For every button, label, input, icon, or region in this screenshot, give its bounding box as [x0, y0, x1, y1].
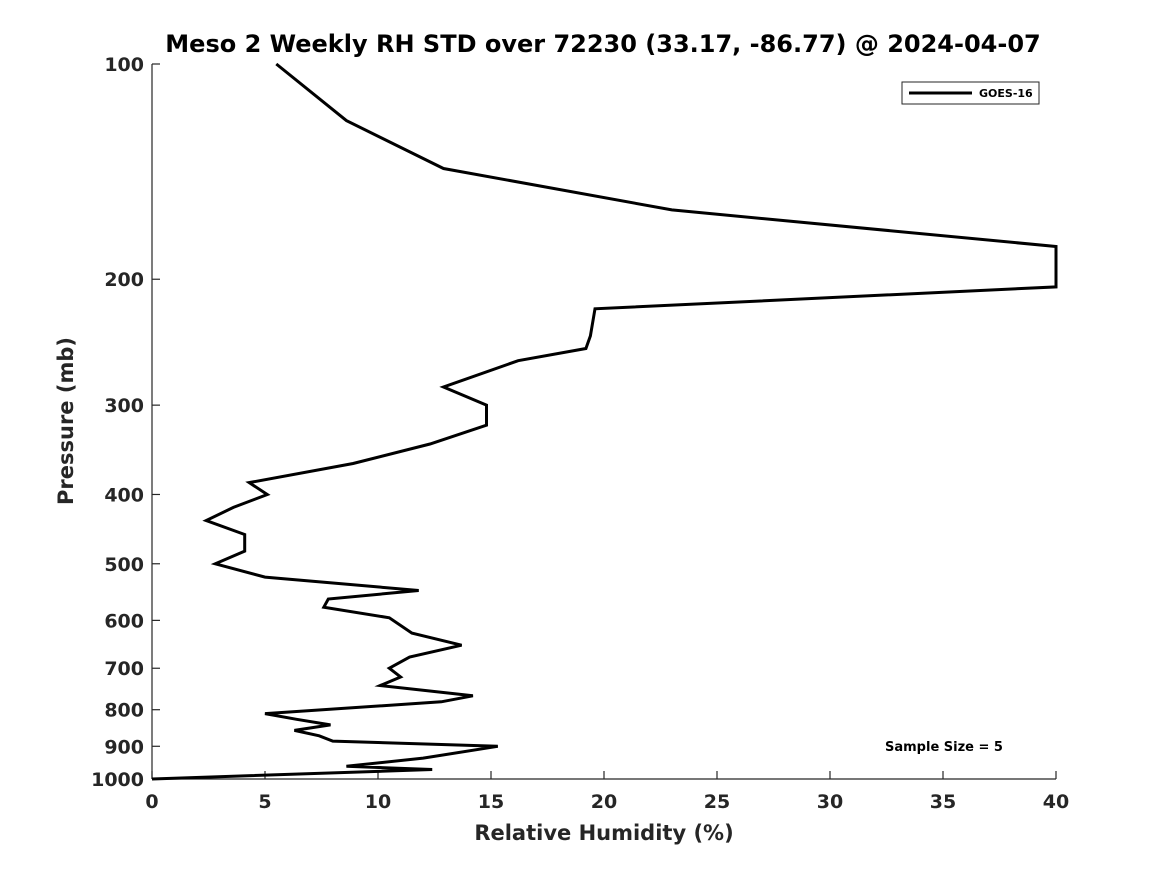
- x-tick-label: 25: [704, 791, 730, 813]
- y-tick-label: 200: [104, 269, 144, 291]
- chart-title: Meso 2 Weekly RH STD over 72230 (33.17, …: [165, 30, 1040, 58]
- x-tick-label: 30: [817, 791, 843, 813]
- y-tick-label: 900: [104, 736, 144, 758]
- legend: GOES-16: [901, 81, 1040, 105]
- x-tick-label: 20: [591, 791, 617, 813]
- y-ticks: 100 200 300 400 500 600 700 800 900 1000: [91, 54, 160, 791]
- x-tick-label: 35: [930, 791, 956, 813]
- axes: [151, 64, 1056, 780]
- series-layer: [151, 62, 1058, 781]
- y-tick-label: 100: [104, 54, 144, 76]
- x-tick-label: 10: [365, 791, 391, 813]
- y-axis-label: Pressure (mb): [54, 337, 78, 505]
- x-tick-label: 5: [258, 791, 271, 813]
- x-tick-label: 0: [145, 791, 158, 813]
- legend-label-goes-16: GOES-16: [979, 87, 1033, 100]
- y-tick-label: 400: [104, 484, 144, 506]
- x-tick-label: 40: [1043, 791, 1069, 813]
- y-tick-label: 800: [104, 700, 144, 722]
- y-tick-label: 1000: [91, 769, 144, 791]
- x-ticks: 0 5 10 15 20 25 30 35 40: [145, 771, 1069, 813]
- x-axis-label: Relative Humidity (%): [474, 821, 733, 845]
- y-tick-label: 700: [104, 658, 144, 680]
- y-tick-label: 500: [104, 554, 144, 576]
- y-tick-label: 600: [104, 610, 144, 632]
- sample-size-annotation: Sample Size = 5: [885, 740, 1003, 755]
- series-line-goes-16: [151, 62, 1058, 781]
- y-tick-label: 300: [104, 395, 144, 417]
- x-tick-label: 15: [478, 791, 504, 813]
